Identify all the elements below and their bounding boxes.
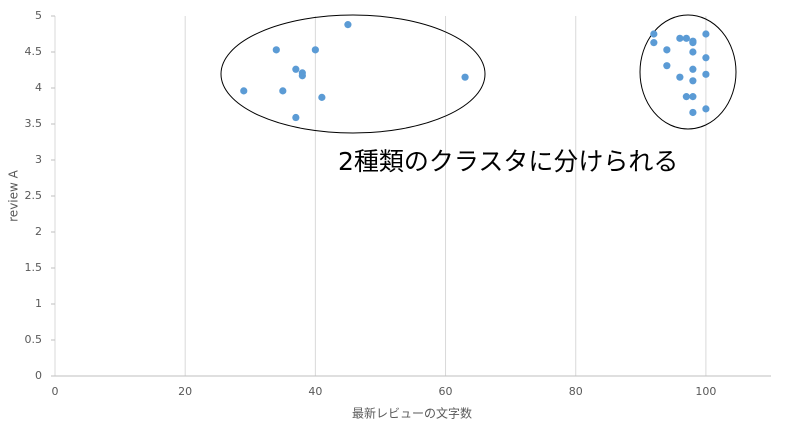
- point: [689, 77, 697, 85]
- y-tick-label: 3.5: [25, 117, 43, 130]
- x-tick-label: 80: [569, 385, 583, 398]
- point: [650, 30, 658, 38]
- y-tick-label: 3: [35, 153, 42, 166]
- point: [689, 65, 697, 73]
- x-tick-label: 20: [178, 385, 192, 398]
- point: [292, 65, 300, 73]
- point: [702, 30, 710, 38]
- point: [663, 62, 671, 70]
- x-tick-label: 40: [308, 385, 322, 398]
- y-tick-label: 2: [35, 225, 42, 238]
- point: [311, 46, 319, 54]
- y-tick-label: 0.5: [25, 333, 43, 346]
- y-tick-label: 1.5: [25, 261, 43, 274]
- y-tick-label: 4: [35, 81, 42, 94]
- point: [689, 93, 697, 101]
- y-tick-label: 0: [35, 369, 42, 382]
- annotation: 2種類のクラスタに分けられる: [338, 147, 678, 176]
- y-tick-label: 2.5: [25, 189, 43, 202]
- y-tick-label: 1: [35, 297, 42, 310]
- point: [461, 73, 469, 81]
- point: [676, 73, 684, 81]
- point: [702, 70, 710, 78]
- y-axis-label: review A: [7, 169, 21, 222]
- point: [318, 93, 326, 101]
- cluster-ellipse: [220, 14, 486, 134]
- point: [292, 113, 300, 122]
- point: [344, 21, 352, 29]
- x-tick-label: 60: [439, 385, 453, 398]
- point: [689, 48, 697, 56]
- point: [279, 87, 287, 95]
- point: [676, 34, 684, 42]
- point: [663, 46, 671, 54]
- y-tick-label: 5: [35, 9, 42, 22]
- x-tick-label: 100: [695, 385, 716, 398]
- point: [650, 39, 658, 47]
- point: [298, 72, 306, 80]
- point: [702, 105, 710, 113]
- point: [240, 87, 248, 95]
- point: [689, 39, 697, 47]
- point: [682, 93, 690, 101]
- x-axis-label: 最新レビューの文字数: [352, 406, 472, 421]
- x-tick-label: 0: [52, 385, 59, 398]
- y-tick-label: 4.5: [25, 45, 43, 58]
- point: [702, 54, 710, 62]
- point: [682, 34, 690, 42]
- point: [272, 46, 280, 54]
- cluster-ellipse: [639, 14, 737, 130]
- point: [689, 108, 697, 117]
